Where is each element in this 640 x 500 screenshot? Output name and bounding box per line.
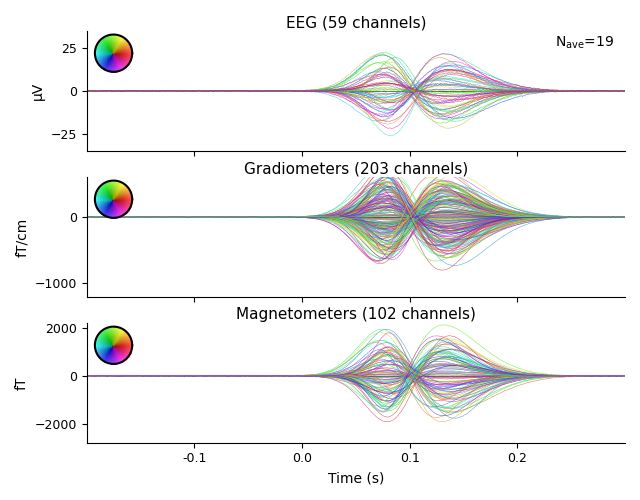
Title: EEG (59 channels): EEG (59 channels) <box>285 15 426 30</box>
Title: Gradiometers (203 channels): Gradiometers (203 channels) <box>244 161 468 176</box>
Y-axis label: μV: μV <box>31 82 45 100</box>
X-axis label: Time (s): Time (s) <box>328 471 384 485</box>
Y-axis label: fT/cm: fT/cm <box>15 218 29 256</box>
Y-axis label: fT: fT <box>15 376 29 390</box>
Text: N$_{\mathregular{ave}}$=19: N$_{\mathregular{ave}}$=19 <box>556 35 614 51</box>
Title: Magnetometers (102 channels): Magnetometers (102 channels) <box>236 307 476 322</box>
